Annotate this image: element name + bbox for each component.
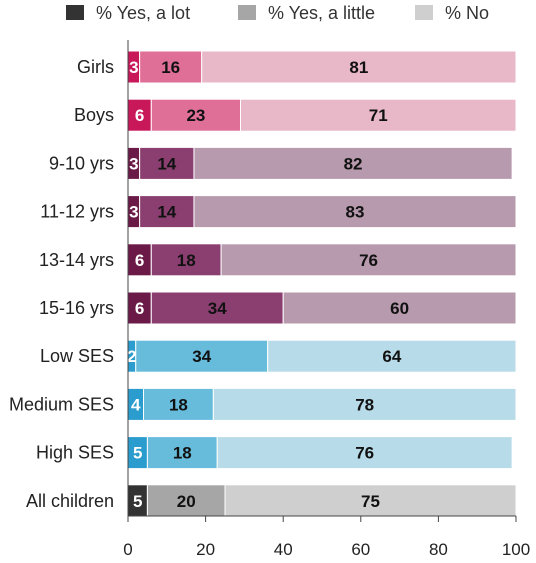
- data-label: 2: [127, 347, 136, 366]
- category-label: Boys: [74, 105, 114, 125]
- bar-segment: [150, 98, 242, 132]
- x-tick-label: 0: [123, 540, 132, 559]
- data-label: 3: [129, 154, 138, 173]
- bar-segment: [212, 387, 517, 421]
- category-label: 11-12 yrs: [40, 202, 114, 222]
- legend-swatch: [66, 5, 84, 20]
- data-label: 6: [135, 251, 144, 270]
- bar-segment: [224, 484, 517, 518]
- data-label: 3: [129, 203, 138, 222]
- category-label: All children: [26, 491, 114, 511]
- data-label: 23: [186, 106, 205, 125]
- data-label: 4: [131, 395, 141, 414]
- bar-segment: [220, 243, 517, 277]
- data-label: 83: [346, 203, 365, 222]
- data-label: 60: [390, 299, 409, 318]
- category-label: Medium SES: [9, 394, 114, 414]
- category-label: Girls: [77, 57, 114, 77]
- data-label: 14: [157, 154, 176, 173]
- bar-segment: [193, 195, 517, 229]
- bar-segment: [139, 146, 195, 180]
- data-label: 34: [192, 347, 211, 366]
- legend-label: % No: [445, 3, 489, 23]
- bar-segment: [150, 243, 222, 277]
- data-label: 71: [369, 106, 388, 125]
- data-label: 34: [208, 299, 227, 318]
- bar-segment: [135, 339, 269, 373]
- legend-label: % Yes, a lot: [96, 3, 190, 23]
- data-label: 5: [133, 492, 142, 511]
- bar-segment: [267, 339, 517, 373]
- bar-segment: [146, 436, 218, 470]
- category-label: High SES: [36, 443, 114, 463]
- data-label: 18: [177, 251, 196, 270]
- data-label: 20: [177, 492, 196, 511]
- data-label: 18: [173, 444, 192, 463]
- bar-segment: [282, 291, 517, 325]
- category-label: 15-16 yrs: [39, 298, 114, 318]
- data-label: 78: [355, 395, 374, 414]
- data-label: 14: [157, 203, 176, 222]
- data-label: 6: [135, 106, 144, 125]
- data-label: 76: [355, 444, 374, 463]
- data-label: 18: [169, 395, 188, 414]
- legend-label: % Yes, a little: [268, 3, 375, 23]
- x-tick-label: 60: [351, 540, 370, 559]
- x-tick-label: 40: [274, 540, 293, 559]
- bar-segment: [193, 146, 513, 180]
- category-label: Low SES: [40, 346, 114, 366]
- data-label: 81: [349, 58, 368, 77]
- data-label: 16: [161, 58, 180, 77]
- data-label: 76: [359, 251, 378, 270]
- data-label: 3: [129, 58, 138, 77]
- bar-segment: [201, 50, 517, 84]
- bar-segment: [139, 195, 195, 229]
- bar-segment: [216, 436, 513, 470]
- bar-segment: [146, 484, 226, 518]
- bar-segment: [150, 291, 284, 325]
- category-label: 9-10 yrs: [49, 153, 114, 173]
- data-label: 75: [361, 492, 380, 511]
- x-tick-label: 20: [196, 540, 215, 559]
- category-label: 13-14 yrs: [39, 250, 114, 270]
- data-label: 82: [344, 154, 363, 173]
- bar-segment: [240, 98, 517, 132]
- x-tick-label: 80: [429, 540, 448, 559]
- data-label: 64: [382, 347, 401, 366]
- bar-segment: [143, 387, 214, 421]
- x-tick-label: 100: [502, 540, 530, 559]
- legend-swatch: [415, 5, 433, 20]
- legend-swatch: [238, 5, 256, 20]
- data-label: 6: [135, 299, 144, 318]
- data-label: 5: [133, 444, 142, 463]
